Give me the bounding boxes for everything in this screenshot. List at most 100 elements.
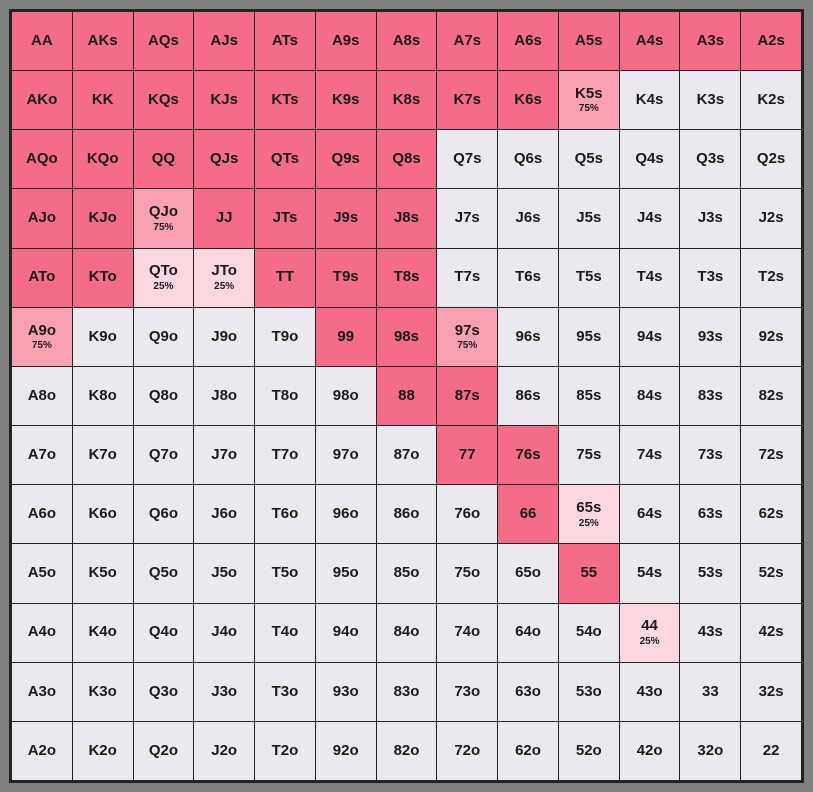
range-cell[interactable]: A9o75% [12,308,72,366]
range-cell[interactable]: Q9o [134,308,194,366]
range-cell[interactable]: 63o [498,663,558,721]
range-cell[interactable]: J2o [194,722,254,780]
range-cell[interactable]: JJ [194,189,254,247]
range-cell[interactable]: A8s [377,12,437,70]
range-cell[interactable]: A8o [12,367,72,425]
range-cell[interactable]: 84o [377,604,437,662]
range-cell[interactable]: 86o [377,485,437,543]
range-cell[interactable]: 88 [377,367,437,425]
range-cell[interactable]: J5s [559,189,619,247]
range-cell[interactable]: A7s [437,12,497,70]
range-cell[interactable]: Q5s [559,130,619,188]
range-cell[interactable]: K6o [73,485,133,543]
range-cell[interactable]: K4s [620,71,680,129]
range-cell[interactable]: T4o [255,604,315,662]
range-cell[interactable]: A3o [12,663,72,721]
range-cell[interactable]: 33 [680,663,740,721]
range-cell[interactable]: J4o [194,604,254,662]
range-cell[interactable]: QJs [194,130,254,188]
range-cell[interactable]: K9s [316,71,376,129]
range-cell[interactable]: J9s [316,189,376,247]
range-cell[interactable]: KTo [73,249,133,307]
range-cell[interactable]: 32s [741,663,801,721]
range-cell[interactable]: KQo [73,130,133,188]
range-cell[interactable]: 4425% [620,604,680,662]
range-cell[interactable]: T8o [255,367,315,425]
range-cell[interactable]: K8o [73,367,133,425]
range-cell[interactable]: T3o [255,663,315,721]
range-cell[interactable]: A9s [316,12,376,70]
range-cell[interactable]: 84s [620,367,680,425]
range-cell[interactable]: J5o [194,544,254,602]
range-cell[interactable]: 74o [437,604,497,662]
range-cell[interactable]: K3s [680,71,740,129]
range-cell[interactable]: J8o [194,367,254,425]
range-cell[interactable]: K2o [73,722,133,780]
range-cell[interactable]: Q3s [680,130,740,188]
range-cell[interactable]: QJo75% [134,189,194,247]
range-cell[interactable]: 65s25% [559,485,619,543]
range-cell[interactable]: T8s [377,249,437,307]
range-cell[interactable]: AQs [134,12,194,70]
range-cell[interactable]: J8s [377,189,437,247]
range-cell[interactable]: 22 [741,722,801,780]
range-cell[interactable]: KK [73,71,133,129]
range-cell[interactable]: 63s [680,485,740,543]
range-cell[interactable]: K3o [73,663,133,721]
range-cell[interactable]: T7s [437,249,497,307]
range-cell[interactable]: AJo [12,189,72,247]
range-cell[interactable]: 43o [620,663,680,721]
range-cell[interactable]: Q3o [134,663,194,721]
range-cell[interactable]: J6s [498,189,558,247]
range-cell[interactable]: QTs [255,130,315,188]
range-cell[interactable]: 55 [559,544,619,602]
range-cell[interactable]: Q2s [741,130,801,188]
range-cell[interactable]: 83s [680,367,740,425]
range-cell[interactable]: J6o [194,485,254,543]
range-cell[interactable]: 97s75% [437,308,497,366]
range-cell[interactable]: T2s [741,249,801,307]
range-cell[interactable]: A5o [12,544,72,602]
range-cell[interactable]: J4s [620,189,680,247]
range-cell[interactable]: 75o [437,544,497,602]
range-cell[interactable]: T5o [255,544,315,602]
range-cell[interactable]: 53s [680,544,740,602]
range-cell[interactable]: 54s [620,544,680,602]
range-cell[interactable]: 95s [559,308,619,366]
range-cell[interactable]: K5s75% [559,71,619,129]
range-cell[interactable]: AA [12,12,72,70]
range-cell[interactable]: A4s [620,12,680,70]
range-cell[interactable]: J7s [437,189,497,247]
range-cell[interactable]: Q2o [134,722,194,780]
range-cell[interactable]: Q7o [134,426,194,484]
range-cell[interactable]: A4o [12,604,72,662]
range-cell[interactable]: K7s [437,71,497,129]
range-cell[interactable]: K7o [73,426,133,484]
range-cell[interactable]: KJs [194,71,254,129]
range-cell[interactable]: K6s [498,71,558,129]
range-cell[interactable]: T6s [498,249,558,307]
range-cell[interactable]: ATo [12,249,72,307]
range-cell[interactable]: 94o [316,604,376,662]
range-cell[interactable]: Q5o [134,544,194,602]
range-cell[interactable]: K4o [73,604,133,662]
range-cell[interactable]: 42s [741,604,801,662]
range-cell[interactable]: 52s [741,544,801,602]
range-cell[interactable]: T9s [316,249,376,307]
range-cell[interactable]: 43s [680,604,740,662]
range-cell[interactable]: 92s [741,308,801,366]
range-cell[interactable]: 42o [620,722,680,780]
range-cell[interactable]: JTs [255,189,315,247]
range-cell[interactable]: J2s [741,189,801,247]
range-cell[interactable]: Q6o [134,485,194,543]
range-cell[interactable]: J3s [680,189,740,247]
range-cell[interactable]: Q7s [437,130,497,188]
range-cell[interactable]: 72o [437,722,497,780]
range-cell[interactable]: 96o [316,485,376,543]
range-cell[interactable]: A7o [12,426,72,484]
range-cell[interactable]: 83o [377,663,437,721]
range-cell[interactable]: KQs [134,71,194,129]
range-cell[interactable]: AKo [12,71,72,129]
range-cell[interactable]: 99 [316,308,376,366]
range-cell[interactable]: QQ [134,130,194,188]
